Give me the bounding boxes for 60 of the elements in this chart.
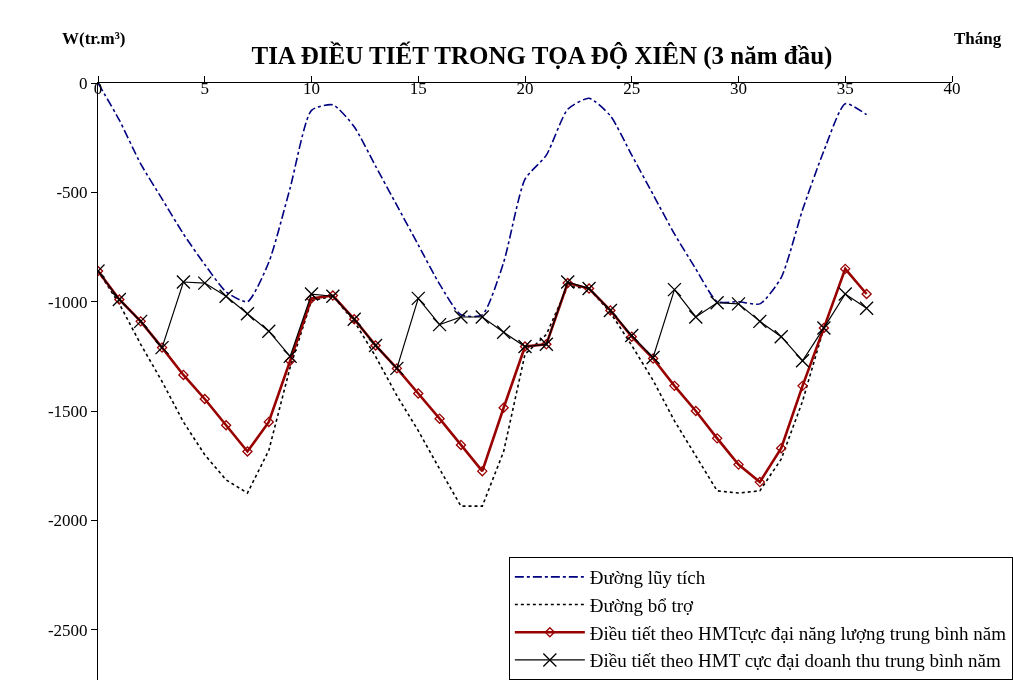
point <box>752 314 767 329</box>
legend-label: Điều tiết theo HMT cực đại doanh thu trung bình năm <box>589 650 1002 672</box>
x-tick-label: 20 <box>516 79 534 99</box>
point <box>283 349 298 364</box>
point <box>797 380 808 392</box>
x-tick-label: 15 <box>409 79 427 99</box>
point <box>261 324 276 339</box>
y-tick-label: -1500 <box>47 401 88 421</box>
point <box>434 413 445 424</box>
legend-label: Điều tiết theo HMTcực đại năng lượng trung bình năm <box>589 622 1007 644</box>
point <box>496 325 511 340</box>
x-axis-title: Tháng <box>954 29 1002 48</box>
point <box>733 459 744 470</box>
y-tick-label: -1000 <box>47 292 88 312</box>
point <box>199 393 210 405</box>
point <box>197 275 212 291</box>
point <box>731 296 746 312</box>
point <box>304 286 319 302</box>
y-tick-label: -2500 <box>47 620 88 640</box>
y-tick-label: -500 <box>56 183 88 203</box>
point <box>176 274 191 290</box>
point <box>218 289 234 304</box>
x-tick-label: 10 <box>303 79 320 99</box>
point <box>690 405 701 417</box>
point <box>795 353 810 368</box>
point <box>754 476 766 488</box>
point <box>710 295 725 310</box>
y-axis-title: W(tr.m³) <box>62 29 126 48</box>
point <box>413 388 424 399</box>
point <box>669 380 680 392</box>
point <box>220 420 232 431</box>
point <box>838 286 853 302</box>
x-tick-label: 30 <box>730 79 747 99</box>
y-tick-label: -2000 <box>47 511 88 531</box>
point <box>455 439 467 451</box>
x-tick-label: 25 <box>623 79 641 99</box>
point <box>242 446 253 457</box>
point <box>859 301 874 316</box>
point <box>711 433 723 444</box>
point <box>475 309 490 325</box>
point <box>688 309 703 325</box>
x-tick-label: 40 <box>943 79 961 99</box>
x-tick-label: 35 <box>836 79 854 99</box>
point <box>263 416 274 428</box>
x-tick-label: 5 <box>200 79 209 99</box>
point <box>861 288 872 300</box>
point <box>411 291 426 306</box>
legend-label: Đường bổ trợ <box>589 594 695 616</box>
point <box>432 317 447 332</box>
point <box>240 306 255 321</box>
point <box>453 309 469 325</box>
legend-label: Đường lũy tích <box>589 567 706 589</box>
point <box>840 263 851 275</box>
point <box>498 402 509 413</box>
point <box>774 329 789 344</box>
point <box>477 465 488 477</box>
point <box>178 369 189 381</box>
point <box>667 282 682 297</box>
point <box>776 443 787 454</box>
chart-title: TIA ĐIỀU TIẾT TRONG TỌA ĐỘ XIÊN (3 năm đầu) <box>251 40 833 70</box>
